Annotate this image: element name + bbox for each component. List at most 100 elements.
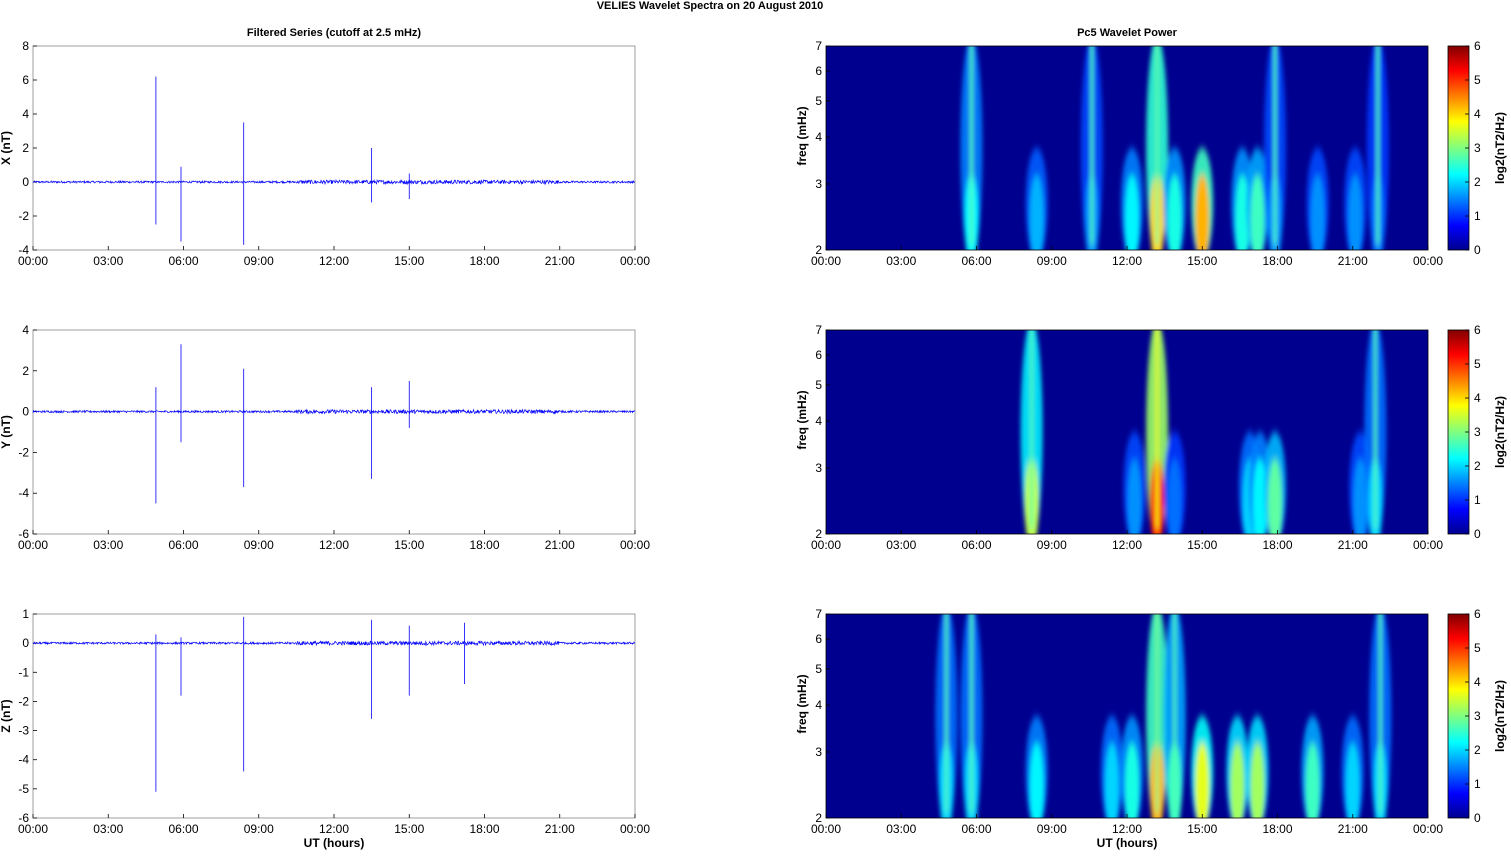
freq-ylabel: freq (mHz) xyxy=(795,390,809,449)
wavelet-ridge xyxy=(1373,330,1377,529)
freq-tick-label: 2 xyxy=(815,243,822,257)
colorbar-tick-label: 3 xyxy=(1474,425,1481,439)
colorbar-tick-label: 6 xyxy=(1474,607,1481,621)
series-xtick-label: 00:00 xyxy=(18,822,48,836)
colorbar-tick-label: 0 xyxy=(1474,243,1481,257)
colorbar-tick-label: 4 xyxy=(1474,675,1481,689)
wavelet-blob-core xyxy=(1125,174,1140,250)
wavelet-blob-core xyxy=(1167,458,1182,534)
colorbar-tick-label: 1 xyxy=(1474,209,1481,223)
wavelet-xtick-label: 12:00 xyxy=(1112,538,1142,552)
wavelet-blob-core xyxy=(1125,742,1140,818)
wavelet-xtick-label: 12:00 xyxy=(1112,254,1142,268)
freq-ylabel: freq (mHz) xyxy=(795,674,809,733)
colorbar-tick-label: 5 xyxy=(1474,641,1481,655)
freq-tick-label: 2 xyxy=(815,527,822,541)
freq-tick-label: 6 xyxy=(815,348,822,362)
wavelet-blob-core xyxy=(1104,742,1119,818)
series-ytick-label: -3 xyxy=(18,724,29,738)
wavelet-blob-core xyxy=(1230,742,1245,818)
series-ytick-label: 4 xyxy=(22,107,29,121)
series-ytick-label: -4 xyxy=(18,753,29,767)
wavelet-xtick-label: 00:00 xyxy=(811,254,841,268)
series-plot-area xyxy=(32,45,636,251)
figure-title: VELIES Wavelet Spectra on 20 August 2010 xyxy=(597,0,824,12)
wavelet-xtick-label: 09:00 xyxy=(1037,538,1067,552)
freq-tick-label: 6 xyxy=(815,632,822,646)
colorbar-tick-label: 4 xyxy=(1474,391,1481,405)
series-ytick-label: 0 xyxy=(22,636,29,650)
wavelet-blob-core xyxy=(1345,742,1360,818)
wavelet-xtick-label: 21:00 xyxy=(1338,254,1368,268)
series-ylabel: X (nT) xyxy=(0,131,13,165)
series-xtick-label: 03:00 xyxy=(93,254,123,268)
wavelet-blob-core xyxy=(1029,742,1044,818)
wavelet-ridge xyxy=(1155,330,1159,529)
series-ytick-label: -2 xyxy=(18,209,29,223)
colorbar-label: log2(nT2/Hz) xyxy=(1493,680,1507,752)
wavelet-xtick-label: 18:00 xyxy=(1262,822,1292,836)
series-ytick-label: 4 xyxy=(22,323,29,337)
wavelet-ridge xyxy=(1273,46,1277,245)
wavelet-xtick-label: 09:00 xyxy=(1037,822,1067,836)
wavelet-panel-3: 2 3 4 5 6 7 freq (mHz) 00:00 03:00 06:00 09:00 12:0… xyxy=(795,607,1507,836)
wavelet-ridge xyxy=(1376,46,1380,245)
series-xtick-label: 03:00 xyxy=(93,822,123,836)
series-xtick-label: 00:00 xyxy=(620,538,650,552)
wavelet-xtick-label: 00:00 xyxy=(1413,822,1443,836)
series-ytick-label: 2 xyxy=(22,141,29,155)
wavelet-xtick-label: 03:00 xyxy=(886,822,916,836)
wavelet-blob-core xyxy=(1029,174,1044,250)
series-ytick-label: -5 xyxy=(18,782,29,796)
wavelet-ridge xyxy=(1155,46,1159,245)
series-panel-3: -6 -5 -4 -3 -2 -1 0 1 Z (nT) 00:00 03:00 06:00 09:00… xyxy=(0,607,650,836)
colorbar-tick-label: 2 xyxy=(1474,743,1481,757)
series-ylabel: Y (nT) xyxy=(0,415,13,449)
wavelet-blob-core xyxy=(1305,742,1320,818)
wavelet-blobs xyxy=(960,46,1389,250)
series-xtick-label: 06:00 xyxy=(168,254,198,268)
series-ytick-label: -2 xyxy=(18,694,29,708)
series-panel-2: -6 -4 -2 0 2 4 Y (nT) 00:00 03:00 06:00 09:00 12:00… xyxy=(0,323,650,552)
series-xtick-label: 18:00 xyxy=(469,822,499,836)
series-ytick-label: 0 xyxy=(22,405,29,419)
wavelet-blob-core xyxy=(1310,174,1325,250)
series-ytick-label: 6 xyxy=(22,73,29,87)
series-xtick-label: 09:00 xyxy=(244,822,274,836)
series-xtick-label: 15:00 xyxy=(394,254,424,268)
left-x-axis-label: UT (hours) xyxy=(304,836,365,850)
wavelet-panel-1: 2 3 4 5 6 7 freq (mHz) 00:00 03:00 06:00 09:00 12:0… xyxy=(795,39,1507,268)
colorbar-label: log2(nT2/Hz) xyxy=(1493,396,1507,468)
series-trace xyxy=(32,640,636,647)
colorbar-tick-label: 5 xyxy=(1474,357,1481,371)
series-xtick-label: 00:00 xyxy=(620,254,650,268)
right-x-axis-label: UT (hours) xyxy=(1097,836,1158,850)
left-column-title: Filtered Series (cutoff at 2.5 mHz) xyxy=(247,27,422,39)
wavelet-xtick-label: 00:00 xyxy=(811,538,841,552)
freq-tick-label: 5 xyxy=(815,662,822,676)
series-trace xyxy=(32,178,636,186)
wavelet-blob-core xyxy=(1353,458,1368,534)
wavelet-xtick-label: 06:00 xyxy=(961,822,991,836)
colorbar-tick-label: 6 xyxy=(1474,323,1481,337)
wavelet-xtick-label: 21:00 xyxy=(1338,538,1368,552)
freq-tick-label: 3 xyxy=(815,461,822,475)
colorbar-tick-label: 4 xyxy=(1474,107,1481,121)
colorbar-tick-label: 2 xyxy=(1474,175,1481,189)
freq-tick-label: 5 xyxy=(815,94,822,108)
freq-tick-label: 7 xyxy=(815,39,822,53)
series-panel-1: -4 -2 0 2 4 6 8 X (nT) 00:00 03:00 06:00 09:00 12:00… xyxy=(0,39,650,268)
wavelet-panel-2: 2 3 4 5 6 7 freq (mHz) 00:00 03:00 06:00 09:00 12:0… xyxy=(795,323,1507,552)
series-xtick-label: 09:00 xyxy=(244,538,274,552)
freq-tick-label: 5 xyxy=(815,378,822,392)
wavelet-xtick-label: 09:00 xyxy=(1037,254,1067,268)
series-ytick-label: -6 xyxy=(18,811,29,825)
wavelet-blob-core xyxy=(1250,742,1265,818)
wavelet-ridge xyxy=(1378,614,1382,813)
wavelet-blob-core xyxy=(1127,458,1142,534)
wavelet-ridge xyxy=(1155,614,1159,813)
wavelet-blob-core xyxy=(1250,174,1265,250)
series-xtick-label: 00:00 xyxy=(620,822,650,836)
freq-tick-label: 3 xyxy=(815,177,822,191)
